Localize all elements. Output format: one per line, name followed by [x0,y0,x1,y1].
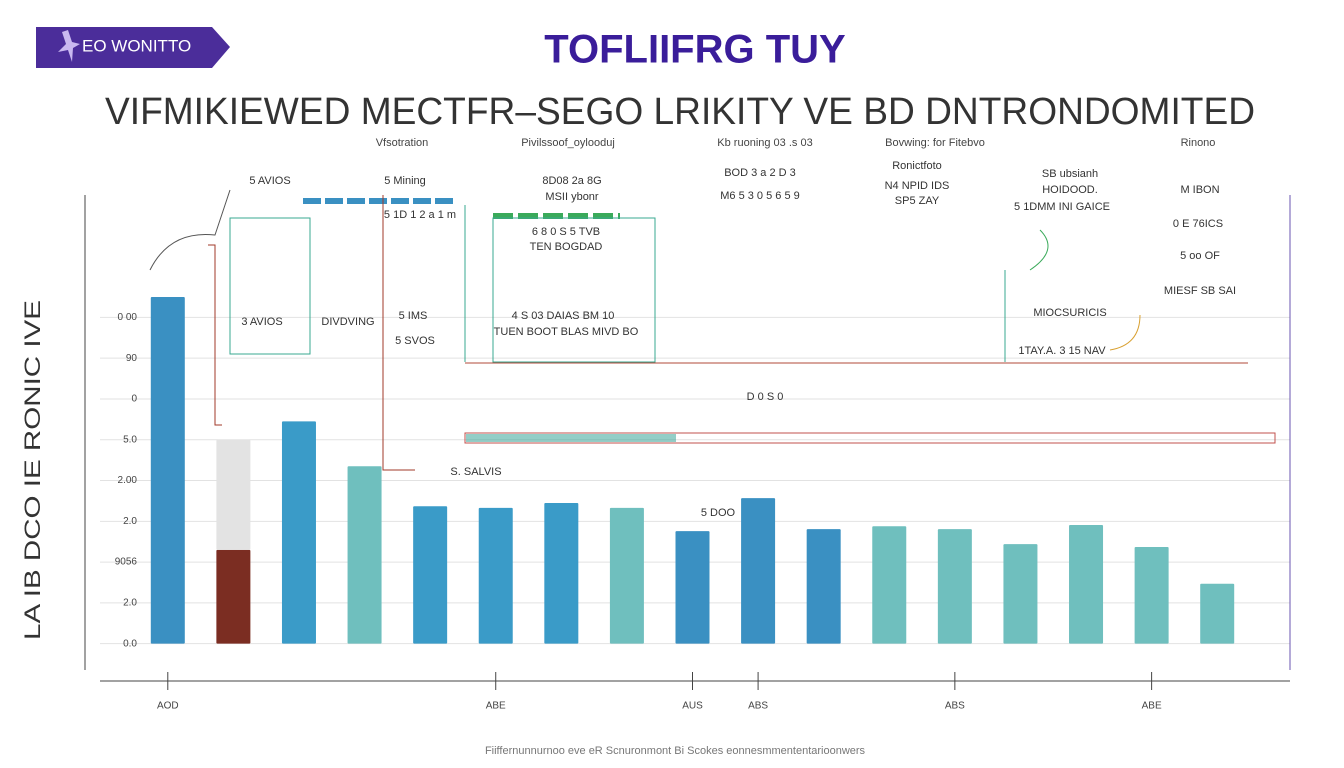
annotation: HOIDOOD. [1042,184,1098,196]
x-tick-label: ABE [486,701,506,712]
callout-box [492,217,656,363]
bar [1134,547,1169,644]
footer: Fiiffernunnurnoo eve eR Scnuronmont Bi S… [485,745,866,757]
annotation: 8D08 2a 8G [542,175,601,187]
annotation: TEN BOGDAD [530,241,603,253]
badge-icon [58,30,80,62]
y-tick-label: 0.0 [123,638,137,649]
annotation: DIVDVING [321,316,374,328]
annotation: SP5 ZAY [895,195,940,207]
annotation: 5 AVIOS [249,175,290,187]
bar [544,502,579,644]
y-tick-label: 90 [126,353,138,364]
x-tick-label: ABS [945,701,965,712]
reference-band [464,432,1276,444]
annotation: 5 1DMM INI GAICE [1014,201,1110,213]
bar [478,507,513,644]
connector [1029,229,1049,271]
annotation: 5 SVOS [395,335,435,347]
connector [208,244,222,426]
bar [872,526,907,644]
annotation: D 0 S 0 [747,391,784,403]
column-header: Vfsotration [376,137,429,149]
bar [281,421,316,644]
connector [149,189,231,271]
annotation: Ronictfoto [892,160,942,172]
y-axis-label: LA IB DCO IE RONIC IVE [20,300,45,640]
annotation: BOD 3 a 2 D 3 [724,167,796,179]
connector [382,195,415,471]
annotation: 5 Mining [384,175,426,187]
y-tick-label: 9056 [115,557,138,568]
bar [216,439,251,550]
annotation: M6 5 3 0 5 6 5 9 [720,190,800,202]
column-header: Kb ruoning 03 .s 03 [717,137,812,149]
bar [675,531,710,644]
bar [806,529,841,644]
badge-text: EO WONITTO [82,36,191,55]
x-tick-label: AOD [157,701,179,712]
annotation: TUEN BOOT BLAS MIVD BO [494,326,639,338]
annotation: 3 AVIOS [241,316,282,328]
bar [741,498,776,644]
x-tick-label: ABS [748,701,768,712]
callout-box [229,217,311,355]
y-tick-label: 2.0 [123,598,137,609]
annotation: SB ubsianh [1042,168,1098,180]
annotation: 5 DOO [701,507,736,519]
annotation: 5 IMS [399,310,428,322]
column-header: Rinono [1181,137,1216,149]
bar [937,529,972,644]
chart-title: TOFLIIFRG TUY [544,28,846,72]
column-header: Bovwing: for Fitebvo [885,137,985,149]
annotation: 5 1D 1 2 a 1 m [384,209,456,221]
y-tick-label: 2.00 [118,475,138,486]
annotation: S. SALVIS [450,466,501,478]
y-tick-label: 5.0 [123,434,137,445]
bar [347,466,382,644]
bar [1003,544,1038,644]
connector [1109,314,1141,351]
badge-shape [36,27,230,68]
y-tick-label: 0 00 [118,312,138,323]
y-tick-label: 2.0 [123,516,137,527]
annotation: 1TAY.A. 3 15 NAV [1018,345,1106,357]
annotation: MSII ybonr [545,191,599,203]
bar [216,549,251,644]
annotation: M IBON [1180,184,1219,196]
bar [150,296,185,644]
annotation: 0 E 76ICS [1173,218,1223,230]
bar [1069,524,1104,644]
y-tick-label: 0 [131,394,137,405]
x-tick-label: ABE [1142,701,1162,712]
annotation: MIOCSURICIS [1033,307,1106,319]
annotation: MIESF SB SAI [1164,285,1236,297]
chart-subtitle: VIFMIKIEWED MECTFR–SEGO LRIKITY VE BD DN… [105,91,1255,133]
column-header: Pivilssoof_oylooduj [521,137,615,149]
annotation: N4 NPID IDS [885,180,950,192]
x-tick-label: AUS [682,701,703,712]
bar [1200,583,1235,644]
annotation: 4 S 03 DAIAS BM 10 [512,310,615,322]
bar [413,506,448,644]
reference-band-fill [466,434,676,442]
annotation: 6 8 0 S 5 TVB [532,226,600,238]
bar [609,507,644,644]
annotation: 5 oo OF [1180,250,1220,262]
